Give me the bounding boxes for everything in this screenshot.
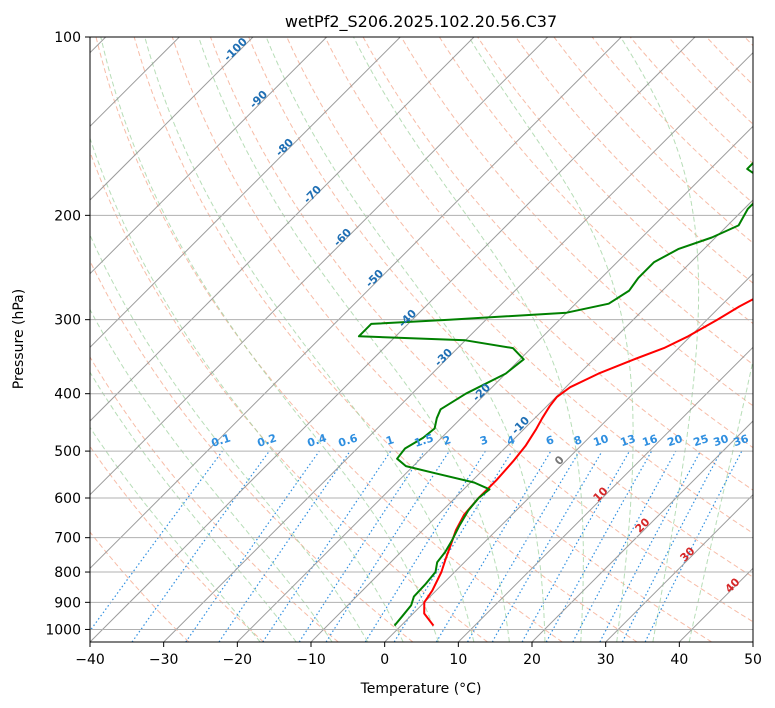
- x-tick-label: 20: [523, 652, 541, 668]
- chart-series: [357, 161, 753, 627]
- y-tick-label: 500: [54, 444, 81, 460]
- x-axis-label: Temperature (°C): [360, 681, 482, 697]
- x-tick-label: 0: [380, 652, 389, 668]
- x-tick-label: 30: [597, 652, 615, 668]
- dry-adiabat: [90, 150, 488, 642]
- mixing-ratio-label: 4: [505, 433, 517, 448]
- x-tick-label: 10: [449, 652, 467, 668]
- mixing-ratio-label: 0.6: [337, 431, 360, 449]
- mixing-ratio-line: [325, 450, 450, 642]
- mixing-ratio-line: [521, 450, 631, 642]
- mixing-ratio-label: 10: [592, 432, 611, 449]
- mixing-ratio-line: [90, 450, 223, 632]
- isotherm: [531, 420, 753, 642]
- isotherm: [90, 37, 401, 349]
- mixing-ratio-label: 30: [712, 432, 731, 449]
- moist-adiabat: [353, 37, 584, 642]
- mixing-ratio-label: 2: [441, 433, 452, 448]
- isotherm: [90, 37, 254, 201]
- mixing-ratio-label: 6: [544, 433, 556, 448]
- dry-adiabat: [133, 37, 638, 642]
- isotherm: [384, 272, 753, 642]
- mixing-ratio-label: 36: [732, 432, 751, 449]
- y-tick-label: 200: [54, 208, 81, 224]
- y-tick-label: 600: [54, 491, 81, 507]
- y-tick-label: 900: [54, 595, 81, 611]
- mixing-ratio-label: 0.1: [210, 431, 233, 449]
- moist-adiabat: [90, 308, 333, 642]
- x-tick-label: −10: [296, 652, 326, 668]
- dry-adiabat: [438, 37, 753, 366]
- dry-adiabat: [248, 37, 753, 578]
- x-tick-label: −40: [75, 652, 105, 668]
- mixing-ratio-label: 0.4: [306, 431, 329, 449]
- mixing-ratio-line: [218, 450, 351, 642]
- isotherm: [310, 199, 753, 642]
- moist-adiabat: [100, 37, 439, 642]
- moist-adiabat: [90, 136, 404, 642]
- chart-grid: [90, 37, 753, 642]
- moist-adiabat: [265, 37, 546, 642]
- mixing-ratio-line: [131, 450, 270, 642]
- y-tick-label: 100: [54, 30, 81, 46]
- dry-adiabat: [90, 445, 264, 642]
- x-tick-label: 40: [670, 652, 688, 668]
- y-axis-label: Pressure (hPa): [11, 289, 27, 389]
- isotherm: [605, 493, 753, 642]
- isotherm: [90, 37, 622, 570]
- mixing-ratio-label: 20: [666, 432, 685, 449]
- mixing-ratio-line: [262, 450, 392, 642]
- dry-adiabat: [95, 37, 563, 642]
- y-tick-label: 800: [54, 565, 81, 581]
- mixing-ratio-line: [393, 450, 513, 642]
- moist-adiabat: [198, 37, 510, 642]
- dry-adiabat: [90, 356, 339, 642]
- mixing-ratio-label: 1.5: [413, 431, 436, 449]
- isotherm: [90, 37, 696, 642]
- moist-adiabat: [620, 37, 700, 642]
- moist-adiabat: [144, 37, 475, 642]
- dry-adiabat: [171, 37, 712, 642]
- mixing-ratio-label: 13: [619, 432, 638, 449]
- mixing-ratio-line: [572, 450, 677, 642]
- dewpoint-profile: [357, 161, 753, 627]
- dry-adiabat: [210, 37, 753, 623]
- mixing-ratio-line: [644, 450, 743, 642]
- isotherm: [90, 37, 328, 275]
- mixing-ratio-line: [545, 450, 653, 642]
- mixing-ratio-label: 16: [641, 432, 660, 449]
- y-tick-label: 300: [54, 313, 81, 329]
- isotherm: [90, 37, 475, 422]
- mixing-ratio-label: 0.2: [256, 431, 279, 449]
- dry-adiabat: [515, 37, 753, 284]
- mixing-ratio-label: 3: [478, 433, 489, 448]
- isotherm: [90, 37, 549, 496]
- moist-adiabat: [90, 233, 369, 642]
- y-tick-label: 1000: [45, 622, 81, 638]
- mixing-ratio-label: 25: [692, 432, 711, 449]
- x-tick-label: −20: [223, 652, 253, 668]
- dry-adiabat: [400, 37, 753, 407]
- dry-adiabat: [324, 37, 753, 491]
- y-tick-label: 400: [54, 387, 81, 403]
- mixing-ratio-label: 1: [384, 433, 395, 448]
- dry-adiabat: [90, 531, 190, 642]
- mixing-ratio-label: 8: [572, 433, 583, 448]
- isotherm: [236, 125, 753, 642]
- moist-adiabat: [688, 358, 753, 642]
- x-tick-label: 50: [744, 652, 762, 668]
- mixing-ratio-line: [185, 450, 320, 642]
- plot-frame: [89, 36, 754, 643]
- moist-adiabat: [90, 426, 261, 642]
- x-tick-label: −30: [149, 652, 179, 668]
- y-tick-label: 700: [54, 531, 81, 547]
- chart-title: wetPf2_S206.2025.102.20.56.C37: [285, 12, 557, 32]
- mixing-ratio-line: [298, 450, 425, 642]
- chart-axes: −40 −30 −20 −10 0 10 20 30 40 5010020030040050060…: [45, 30, 762, 668]
- isotherm: [457, 346, 753, 642]
